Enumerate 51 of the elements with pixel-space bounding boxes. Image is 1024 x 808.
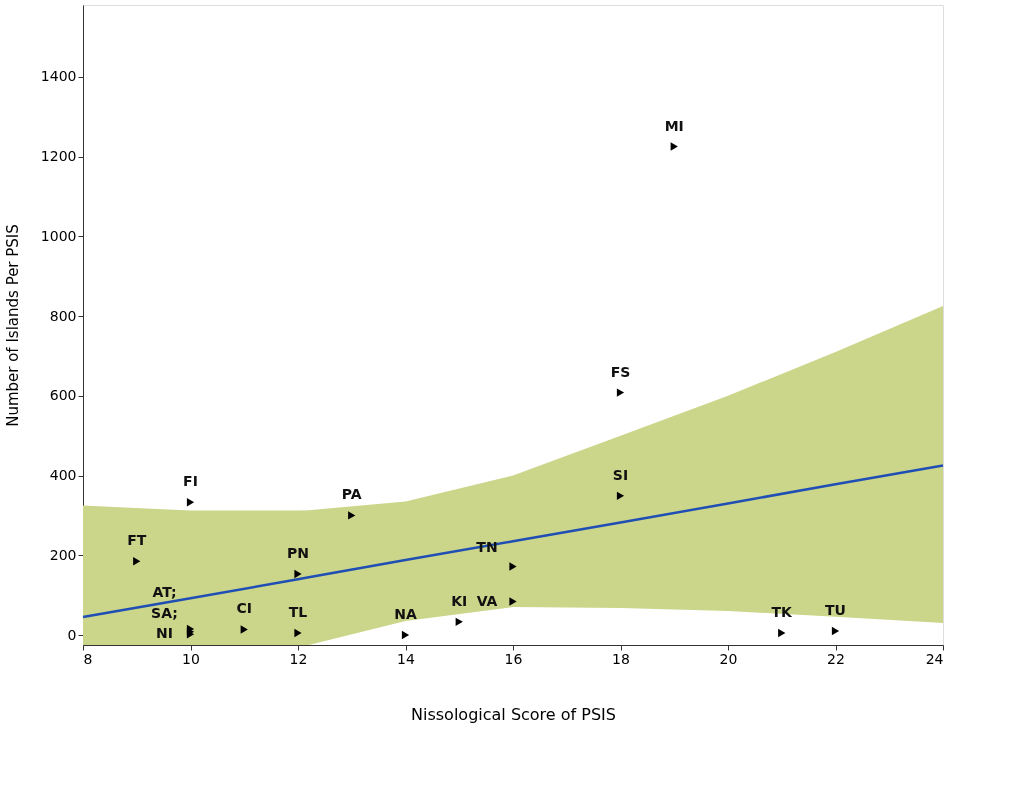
point bbox=[294, 628, 302, 638]
x-tick-label: 16 bbox=[504, 650, 523, 667]
annotation: KI bbox=[451, 592, 468, 609]
x-tick-label: 20 bbox=[719, 650, 738, 667]
annotation: FS bbox=[610, 363, 631, 380]
annotation: AT; bbox=[152, 584, 177, 601]
x-tick-label: 24 bbox=[925, 650, 944, 667]
x-tick-label: 18 bbox=[612, 650, 630, 667]
annotation: SI bbox=[612, 466, 629, 483]
y-tick-label: 400 bbox=[49, 467, 77, 484]
annotation: NA bbox=[394, 606, 417, 623]
point bbox=[240, 625, 248, 634]
point bbox=[186, 498, 195, 507]
point bbox=[294, 569, 302, 579]
annotation: PN bbox=[287, 545, 309, 562]
y-tick-label: 1000 bbox=[40, 227, 77, 244]
y-tick-label: 800 bbox=[49, 307, 77, 324]
annotation: TU bbox=[825, 602, 846, 619]
point bbox=[509, 562, 517, 571]
annotation: PA bbox=[341, 486, 362, 503]
y-tick-label: 0 bbox=[67, 626, 77, 643]
annotation: TL bbox=[288, 604, 308, 621]
annotation: VA bbox=[476, 592, 498, 609]
y-tick-label: 200 bbox=[49, 546, 77, 563]
point bbox=[401, 630, 410, 640]
point bbox=[778, 628, 786, 638]
x-tick-label: 10 bbox=[182, 650, 200, 667]
annotation: CI bbox=[236, 600, 252, 617]
x-axis-title: Nissological Score of PSIS bbox=[411, 704, 616, 724]
y-tick-label: 600 bbox=[49, 387, 77, 404]
x-tick-label: 12 bbox=[289, 650, 308, 667]
point bbox=[831, 626, 840, 636]
point bbox=[509, 597, 517, 606]
y-axis-title: Number of Islands Per PSIS bbox=[3, 224, 22, 427]
annotation: NI bbox=[156, 625, 173, 642]
annotation: MI bbox=[664, 117, 684, 134]
annotation: FI bbox=[183, 473, 198, 490]
point bbox=[133, 557, 141, 566]
annotation: SA; bbox=[151, 604, 178, 621]
line-series bbox=[81, 464, 945, 619]
x-tick-label: 14 bbox=[397, 650, 415, 667]
y-tick-label: 1200 bbox=[40, 148, 77, 165]
x-tick-label: 8 bbox=[83, 650, 93, 667]
x-tick-label: 22 bbox=[827, 650, 845, 667]
annotation: FT bbox=[127, 532, 147, 549]
point bbox=[670, 142, 678, 151]
point bbox=[455, 617, 463, 627]
point bbox=[348, 511, 356, 520]
point bbox=[616, 388, 625, 397]
y-tick-label: 1400 bbox=[40, 68, 77, 85]
point bbox=[616, 491, 625, 501]
